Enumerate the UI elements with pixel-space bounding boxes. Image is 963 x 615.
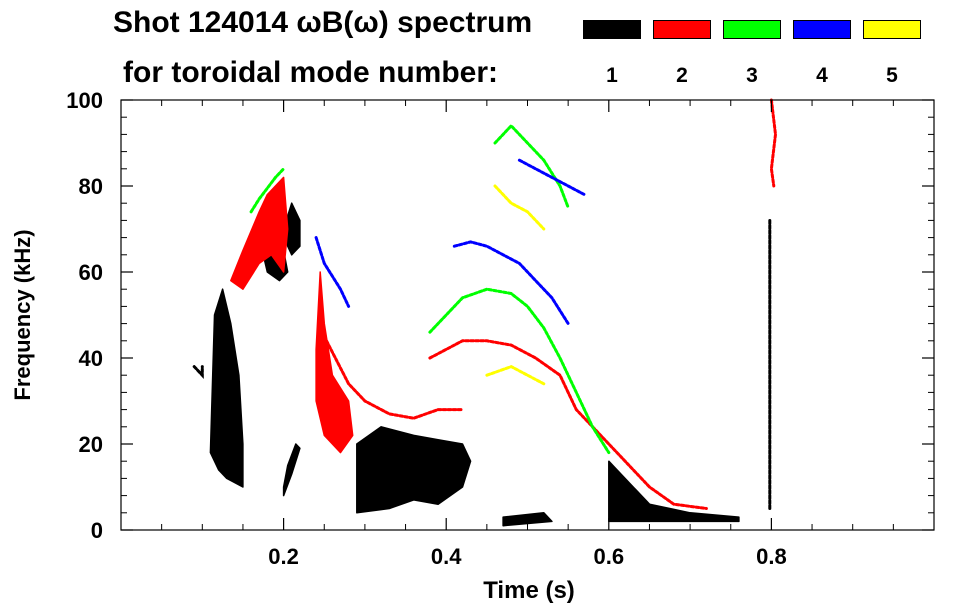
series-mode-4-16-trace [452,240,570,326]
y-tick-label: 20 [79,432,103,457]
chart-title-line-1: Shot 124014 ωB(ω) spectrum [113,6,533,39]
x-tick-label: 0.6 [594,544,625,569]
legend-label-mode-1: 1 [606,64,618,87]
series-mode-2-12-trace [769,98,778,188]
series-mode-2-11-trace [428,339,708,510]
series-mode-5-19-trace [493,184,546,231]
legend-swatch-mode-5 [863,20,921,39]
x-tick-label: 0.2 [268,544,299,569]
legend-label-mode-5: 5 [886,64,898,87]
series-mode-2-9-area [315,271,354,454]
y-tick-label: 80 [79,174,103,199]
chart-title-line-2: for toroidal mode number: [123,56,498,89]
x-tick-label: 0.4 [431,544,462,569]
y-tick-label: 60 [79,260,103,285]
series-mode-4-17-trace [517,158,586,197]
x-axis-label: Time (s) [483,577,575,604]
y-tick-label: 0 [91,518,103,543]
series-mode-5-20-trace [485,364,546,386]
y-tick-label: 100 [66,88,103,113]
x-tick-label: 0.8 [756,544,787,569]
legend-label-mode-3: 3 [746,64,758,87]
legend-swatch-mode-3 [723,20,781,39]
series-mode-3-13-trace [249,167,286,214]
series-mode-1-3-area [282,443,301,497]
series-mode-3-15-trace [493,123,570,209]
y-axis-label: Frequency (kHz) [10,229,35,400]
series-mode-2-10-trace [322,335,464,420]
y-tick-label: 40 [79,346,103,371]
series-mode-2-8-area [230,176,289,290]
series-mode-1-5-area [608,460,740,523]
legend-swatch-mode-2 [653,20,711,39]
series-mode-3-14-trace [428,287,611,455]
series-mode-1-2-area [282,202,301,256]
legend-label-mode-2: 2 [676,64,688,87]
series-mode-1-6-area [502,512,553,527]
series-mode-4-18-trace [314,236,351,308]
data-layer [192,98,778,527]
series-mode-1-4-area [356,426,472,514]
legend-swatch-mode-1 [583,20,641,39]
legend-label-mode-4: 4 [816,64,828,87]
series-mode-1-0-area [209,288,244,488]
legend-swatch-mode-4 [793,20,851,39]
axes-layer: 0.2 0.4 0.6 0.8 0 20 40 60 80 100 [66,88,935,569]
series-mode-1-0-trace [192,365,204,379]
